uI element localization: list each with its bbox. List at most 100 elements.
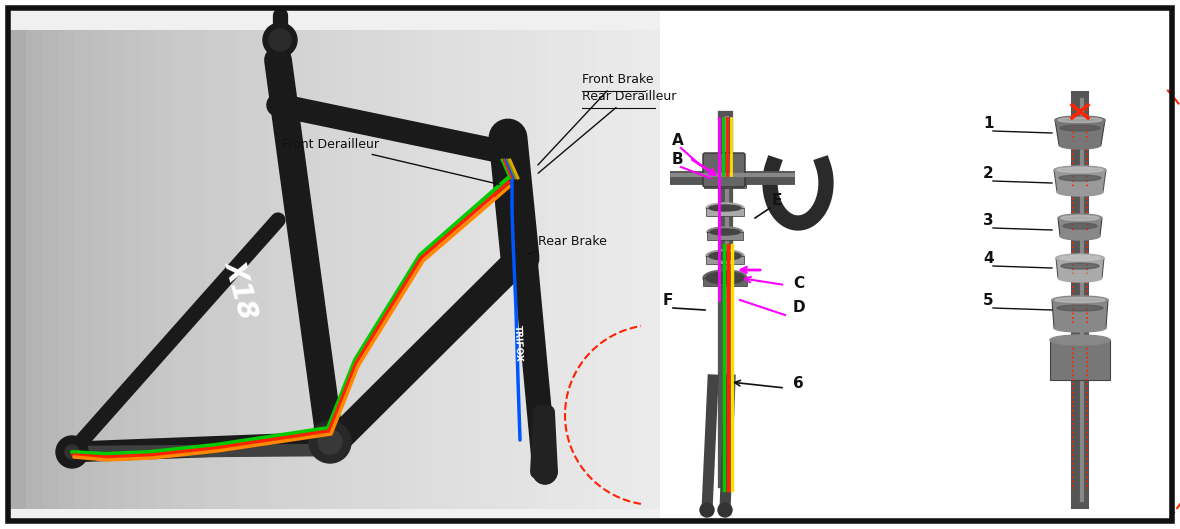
Bar: [189, 30, 205, 509]
Ellipse shape: [1061, 215, 1099, 221]
Circle shape: [55, 436, 88, 468]
Bar: [254, 30, 270, 509]
Ellipse shape: [1060, 125, 1100, 131]
Bar: [91, 30, 107, 509]
Bar: [498, 30, 513, 509]
Ellipse shape: [706, 272, 745, 284]
Ellipse shape: [1057, 168, 1103, 172]
Text: Rear Brake: Rear Brake: [526, 235, 607, 254]
Bar: [433, 30, 448, 509]
Ellipse shape: [706, 203, 745, 213]
Text: A: A: [671, 133, 683, 148]
Circle shape: [263, 23, 297, 57]
Bar: [703, 278, 747, 286]
Ellipse shape: [1060, 232, 1100, 240]
Ellipse shape: [707, 175, 743, 185]
Ellipse shape: [1050, 335, 1110, 345]
FancyBboxPatch shape: [703, 153, 745, 187]
Ellipse shape: [1056, 254, 1104, 262]
Bar: [578, 30, 595, 509]
Bar: [448, 30, 465, 509]
Bar: [237, 30, 254, 509]
Ellipse shape: [1053, 296, 1108, 304]
Ellipse shape: [1054, 166, 1106, 174]
Bar: [417, 30, 433, 509]
Bar: [42, 30, 59, 509]
Bar: [287, 30, 302, 509]
Ellipse shape: [1054, 324, 1106, 332]
Bar: [140, 30, 156, 509]
Text: Rear Derailleur: Rear Derailleur: [538, 90, 676, 173]
Bar: [76, 30, 91, 509]
Text: 3: 3: [983, 213, 994, 228]
Ellipse shape: [1058, 256, 1101, 260]
Bar: [530, 30, 546, 509]
Text: 1: 1: [983, 116, 994, 131]
Bar: [704, 180, 746, 188]
Bar: [465, 30, 481, 509]
Text: 6: 6: [793, 376, 804, 391]
Circle shape: [317, 430, 342, 454]
Bar: [302, 30, 319, 509]
Text: Front Brake: Front Brake: [538, 73, 654, 165]
Text: B: B: [671, 152, 683, 167]
Polygon shape: [1056, 258, 1104, 278]
Bar: [611, 30, 628, 509]
Polygon shape: [1053, 300, 1108, 328]
Ellipse shape: [1061, 263, 1099, 269]
Bar: [706, 256, 745, 264]
Bar: [205, 30, 222, 509]
Text: D: D: [793, 300, 806, 315]
Bar: [107, 30, 124, 509]
Ellipse shape: [1058, 274, 1102, 282]
Text: X18: X18: [219, 256, 262, 321]
Circle shape: [309, 421, 350, 463]
Circle shape: [700, 503, 714, 517]
Bar: [156, 30, 172, 509]
Circle shape: [269, 29, 291, 51]
Bar: [222, 30, 237, 509]
Ellipse shape: [1058, 117, 1102, 123]
Bar: [59, 30, 76, 509]
Ellipse shape: [703, 270, 747, 286]
Ellipse shape: [1057, 305, 1103, 311]
Text: TRIFOX: TRIFOX: [513, 325, 523, 362]
Bar: [26, 30, 42, 509]
Bar: [595, 30, 611, 509]
Ellipse shape: [1057, 188, 1103, 196]
Bar: [9, 10, 660, 519]
Bar: [707, 232, 743, 240]
Ellipse shape: [1063, 223, 1097, 229]
Text: C: C: [793, 276, 804, 291]
Bar: [319, 30, 335, 509]
Bar: [9, 30, 26, 509]
Bar: [335, 30, 352, 509]
Bar: [660, 10, 981, 519]
Ellipse shape: [1055, 297, 1104, 303]
Circle shape: [717, 503, 732, 517]
Ellipse shape: [709, 205, 741, 211]
Text: E: E: [772, 193, 782, 208]
Ellipse shape: [1058, 214, 1102, 222]
Circle shape: [65, 445, 79, 459]
Ellipse shape: [1055, 116, 1104, 124]
Ellipse shape: [710, 229, 740, 235]
Ellipse shape: [1058, 175, 1101, 181]
Bar: [367, 30, 384, 509]
Text: 4: 4: [983, 251, 994, 266]
Text: F: F: [663, 293, 674, 308]
Bar: [384, 30, 400, 509]
Polygon shape: [1054, 170, 1106, 192]
Bar: [400, 30, 417, 509]
Bar: [352, 30, 367, 509]
Text: 2: 2: [983, 166, 994, 181]
Bar: [563, 30, 578, 509]
Text: Front Derailleur: Front Derailleur: [282, 138, 499, 185]
Ellipse shape: [706, 250, 745, 262]
Ellipse shape: [1058, 141, 1101, 149]
Bar: [513, 30, 530, 509]
Ellipse shape: [707, 227, 743, 237]
Circle shape: [533, 460, 557, 484]
Bar: [644, 30, 660, 509]
Bar: [1050, 340, 1110, 380]
